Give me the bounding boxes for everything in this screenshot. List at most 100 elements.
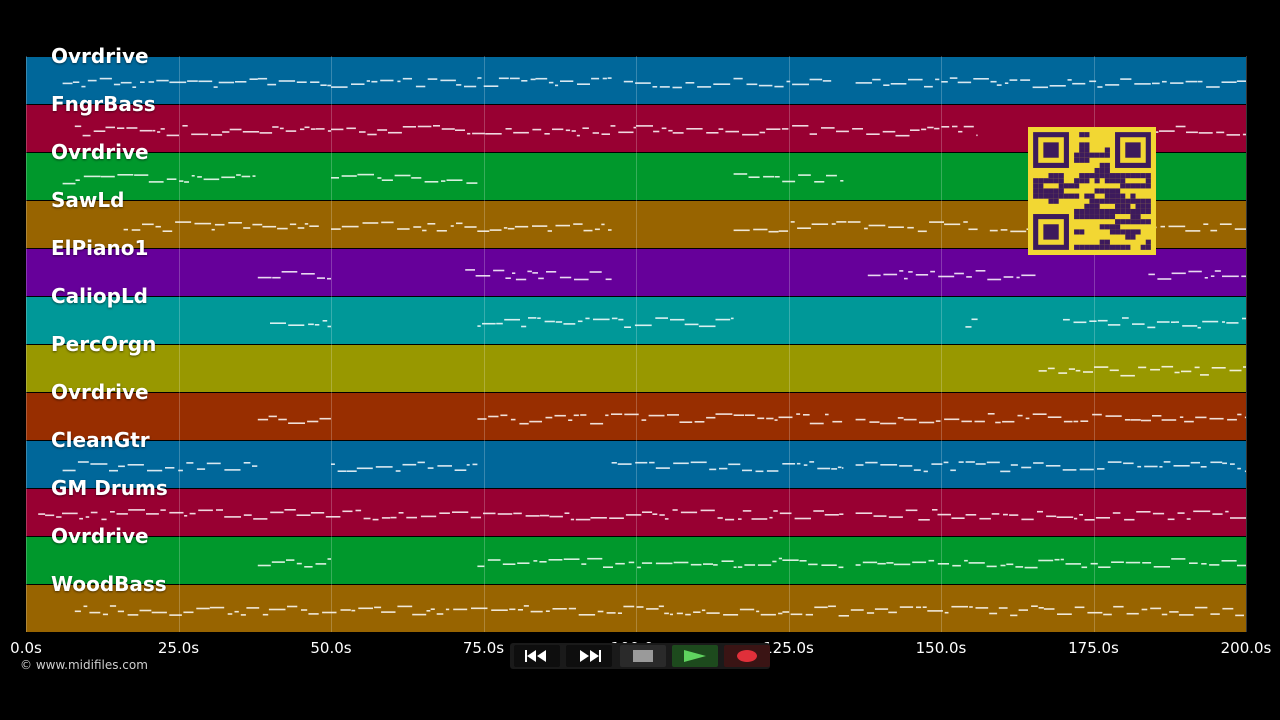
- note-mark: [1221, 560, 1237, 562]
- note-mark: [868, 224, 886, 227]
- track-lane[interactable]: [26, 440, 1246, 488]
- note-mark: [659, 514, 665, 516]
- note-mark: [607, 77, 612, 79]
- note-mark: [1134, 83, 1151, 85]
- note-mark: [402, 77, 412, 80]
- note-mark: [931, 463, 943, 465]
- note-mark: [951, 517, 965, 519]
- note-mark: [505, 128, 512, 130]
- note-mark: [773, 510, 778, 512]
- stop-button[interactable]: [620, 645, 666, 667]
- note-mark: [127, 614, 139, 616]
- note-mark: [950, 469, 956, 472]
- rewind-button[interactable]: [514, 645, 560, 667]
- note-mark: [763, 175, 775, 178]
- note-mark: [83, 605, 88, 608]
- track-lane[interactable]: [26, 296, 1246, 344]
- note-mark: [1226, 322, 1239, 324]
- track-lane[interactable]: [26, 344, 1246, 392]
- note-mark: [166, 134, 179, 137]
- track-lane[interactable]: [26, 584, 1246, 632]
- track-lane[interactable]: [26, 248, 1246, 296]
- note-mark: [440, 79, 456, 82]
- note-mark: [1159, 466, 1163, 468]
- note-mark: [570, 518, 575, 521]
- note-mark: [325, 516, 341, 518]
- note-mark: [927, 610, 943, 612]
- track-lane[interactable]: [26, 56, 1246, 104]
- note-mark: [766, 470, 779, 472]
- note-mark: [1194, 606, 1208, 609]
- note-mark: [337, 470, 346, 472]
- track-lane[interactable]: [26, 536, 1246, 584]
- fast-forward-button[interactable]: [566, 645, 612, 667]
- note-mark: [1177, 512, 1185, 514]
- note-mark: [913, 469, 921, 471]
- note-mark: [1032, 413, 1047, 415]
- note-mark: [1087, 611, 1103, 614]
- note-mark: [198, 80, 213, 83]
- note-mark: [1153, 566, 1170, 568]
- track-notes: [62, 77, 1246, 89]
- note-mark: [664, 518, 669, 520]
- note-mark: [175, 221, 192, 223]
- note-mark: [74, 610, 81, 613]
- note-mark: [493, 269, 505, 272]
- note-mark: [1003, 513, 1008, 516]
- note-mark: [888, 516, 903, 518]
- note-mark: [646, 608, 659, 610]
- note-mark: [899, 465, 913, 467]
- note-mark: [1043, 608, 1055, 610]
- note-mark: [617, 612, 622, 614]
- note-mark: [331, 177, 339, 179]
- note-mark: [189, 512, 196, 515]
- note-mark: [131, 229, 141, 231]
- note-mark: [1225, 510, 1229, 513]
- note-mark: [713, 83, 731, 85]
- note-mark: [1038, 607, 1044, 609]
- note-mark: [160, 509, 166, 511]
- note-mark: [544, 320, 555, 323]
- note-mark: [521, 325, 527, 328]
- note-mark: [184, 181, 189, 183]
- note-mark: [737, 566, 743, 568]
- note-mark: [1202, 320, 1219, 323]
- note-mark: [1122, 317, 1129, 319]
- note-mark: [101, 518, 107, 521]
- note-mark: [855, 82, 872, 84]
- note-mark: [72, 81, 80, 83]
- note-mark: [406, 516, 417, 519]
- note-mark: [513, 512, 522, 515]
- note-mark: [358, 607, 373, 610]
- track-lane[interactable]: [26, 488, 1246, 536]
- track-lane[interactable]: [26, 392, 1246, 440]
- note-mark: [719, 467, 728, 470]
- note-mark: [952, 125, 958, 128]
- note-mark: [89, 611, 101, 614]
- note-mark: [698, 325, 716, 328]
- note-mark: [377, 129, 388, 131]
- note-mark: [537, 317, 541, 319]
- note-mark: [571, 130, 576, 132]
- note-mark: [502, 563, 516, 565]
- note-mark: [99, 77, 112, 80]
- note-mark: [45, 514, 55, 517]
- note-mark: [733, 173, 748, 175]
- note-mark: [267, 83, 277, 86]
- note-mark: [1084, 519, 1095, 521]
- note-mark: [685, 82, 695, 84]
- note-mark: [672, 509, 678, 511]
- note-mark: [821, 127, 835, 129]
- note-mark: [676, 612, 683, 615]
- note-mark: [496, 322, 503, 325]
- piano-roll-timeline[interactable]: [26, 56, 1246, 632]
- note-mark: [1188, 270, 1202, 273]
- note-mark: [968, 228, 978, 231]
- note-mark: [597, 610, 604, 613]
- note-mark: [1216, 131, 1225, 134]
- play-button[interactable]: [672, 645, 718, 667]
- record-button[interactable]: [724, 645, 770, 667]
- note-mark: [530, 78, 536, 81]
- record-icon: [737, 650, 757, 662]
- note-mark: [855, 512, 873, 514]
